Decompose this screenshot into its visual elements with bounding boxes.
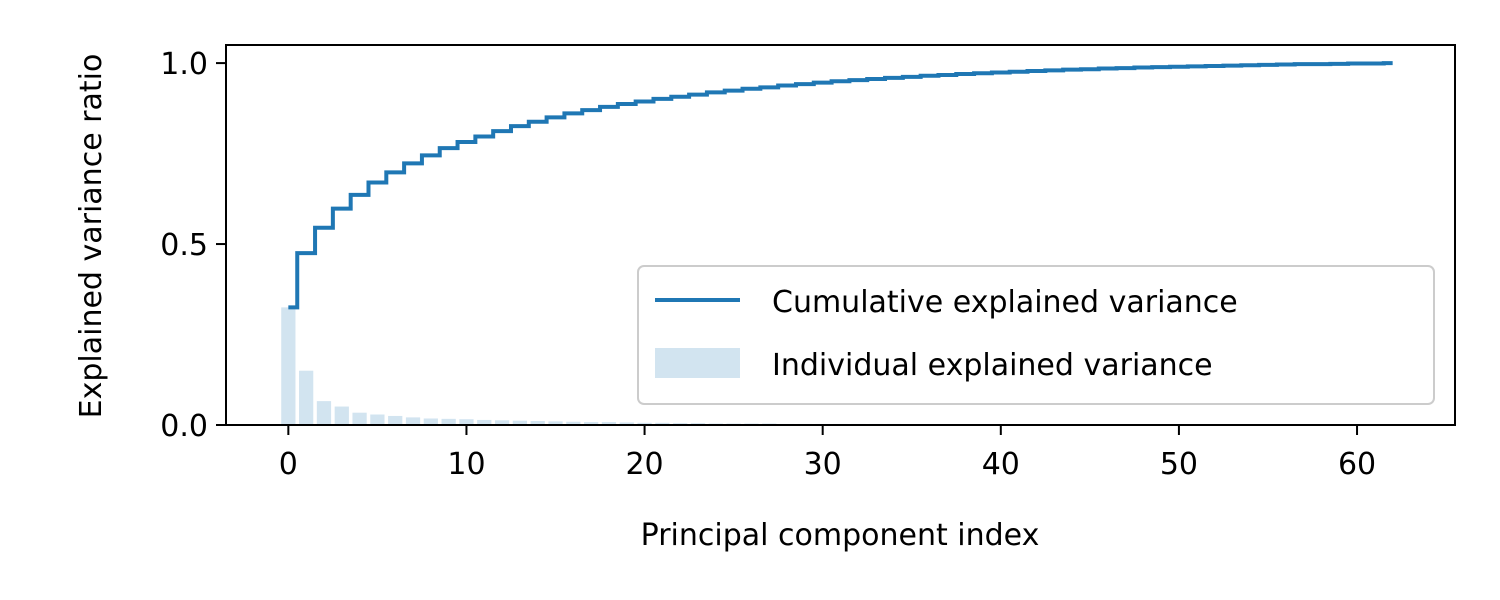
x-tick-label: 50 <box>1160 447 1198 482</box>
legend-frame <box>637 265 1435 405</box>
cumulative-step-line <box>288 61 1393 310</box>
legend-bar-swatch <box>655 348 740 378</box>
axes <box>225 44 1456 426</box>
variance-bar <box>423 418 438 425</box>
variance-bar <box>388 415 403 425</box>
variance-bar <box>566 421 581 425</box>
x-tick-label: 30 <box>804 447 842 482</box>
variance-bar <box>601 422 617 425</box>
variance-bar <box>637 422 652 425</box>
variance-bar <box>441 418 456 425</box>
cumulative-line-series <box>288 61 1393 310</box>
variance-bar <box>299 370 314 425</box>
y-tick-label: 0.5 <box>160 228 208 263</box>
x-tick-label: 0 <box>279 447 298 482</box>
variance-bar <box>494 420 510 425</box>
variance-bar <box>316 401 332 425</box>
plot-frame <box>225 44 1456 426</box>
variance-bar <box>405 417 421 425</box>
legend-label-individual: Individual explained variance <box>772 348 1213 383</box>
variance-bar <box>584 422 599 425</box>
variance-bar <box>352 412 367 425</box>
ticks: 0 10 20 30 40 50 60 0.0 0.5 1.0 <box>160 47 1376 482</box>
x-tick-label: 20 <box>625 447 663 482</box>
x-tick-label: 60 <box>1338 447 1376 482</box>
variance-bar <box>530 421 545 425</box>
variance-bar <box>548 421 563 425</box>
variance-bar <box>281 307 296 425</box>
variance-bar <box>477 419 492 425</box>
legend-label-cumulative: Cumulative explained variance <box>772 285 1238 320</box>
x-tick-label: 10 <box>447 447 485 482</box>
legend: Cumulative explained variance Individual… <box>637 265 1435 405</box>
x-tick-label: 40 <box>982 447 1020 482</box>
variance-bar <box>512 420 528 425</box>
y-axis-label: Explained variance ratio <box>74 54 109 419</box>
variance-bar <box>334 406 349 425</box>
variance-bar <box>619 422 634 425</box>
variance-bar <box>459 419 474 425</box>
variance-bar <box>370 414 385 425</box>
y-tick-label: 0.0 <box>160 409 208 444</box>
variance-bar <box>655 422 670 425</box>
y-tick-label: 1.0 <box>160 47 208 82</box>
x-axis-label: Principal component index <box>641 518 1040 553</box>
